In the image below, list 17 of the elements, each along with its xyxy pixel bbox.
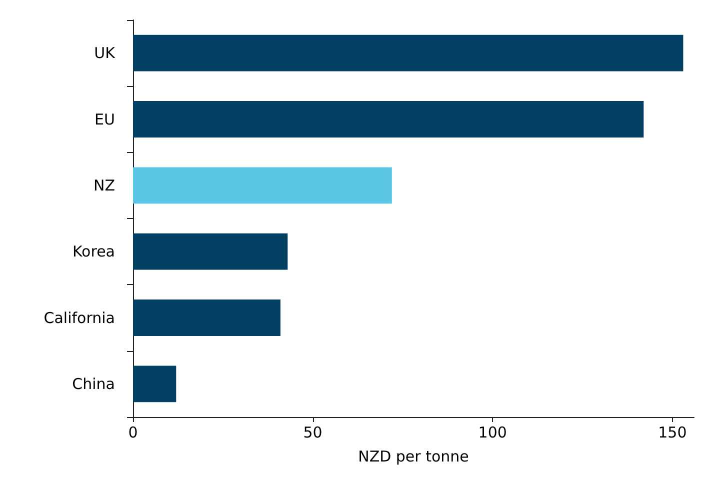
x-axis-title: NZD per tonne [358,448,469,466]
bar [133,34,684,72]
bar [133,167,392,204]
y-tick-label: EU [94,110,115,128]
bar [133,300,280,336]
y-tick-label: China [72,374,115,393]
y-tick-label: California [44,308,115,327]
x-tick-label: 100 [478,424,507,442]
x-tick-label: 150 [658,424,687,442]
y-tick-label: UK [94,44,116,62]
bar [133,233,288,270]
x-tick-label: 50 [303,424,322,442]
y-tick-label: Korea [72,242,115,261]
bar [133,366,176,402]
bar [133,101,644,138]
y-tick-label: NZ [94,176,115,194]
x-tick-label: 0 [128,424,138,442]
